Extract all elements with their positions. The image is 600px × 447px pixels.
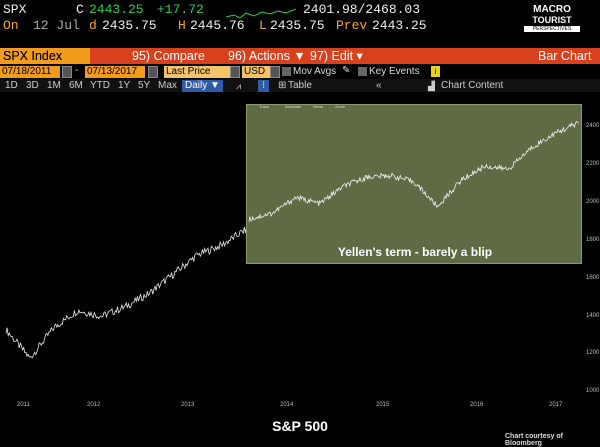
y-tick-label: 1600 <box>586 275 600 281</box>
low-label: L <box>259 18 267 33</box>
date-separator-icon: - <box>75 65 79 76</box>
y-tick-label: 2000 <box>586 199 600 205</box>
info-icon[interactable]: i <box>431 66 440 77</box>
actions-menu-text[interactable]: 96) Actions ▼ <box>228 49 306 63</box>
inset-tool-track[interactable]: Track <box>259 104 269 109</box>
security-text: SPX Index <box>3 49 63 63</box>
x-tick-label: 2011 <box>17 402 30 408</box>
timeframe-ytd[interactable]: YTD <box>90 80 110 91</box>
ticker-type: C <box>76 2 84 17</box>
y-tick-label: 2400 <box>586 123 600 129</box>
chart-title: S&P 500 <box>272 418 328 434</box>
chart-credit: Chart courtesy of Bloomberg <box>505 433 563 447</box>
start-date-field[interactable]: 07/18/2011 <box>0 66 60 78</box>
inset-panel: Track Annotate News Zoom Yellen's term -… <box>246 104 582 264</box>
chart-content-icon: ▟ <box>428 81 435 91</box>
x-tick-label: 2013 <box>181 402 195 408</box>
chart-type-label[interactable]: Bar Chart <box>538 49 592 63</box>
mov-avgs-checkbox[interactable] <box>282 67 291 76</box>
chevron-down-icon[interactable] <box>270 66 280 78</box>
collapse-icon[interactable]: « <box>376 80 382 91</box>
chart-content-button[interactable]: Chart Content <box>441 80 504 91</box>
frequency-select[interactable]: Daily ▼ <box>182 80 223 92</box>
line-chart-icon[interactable]: ⩘ <box>236 81 242 91</box>
inset-chart <box>248 120 580 222</box>
chevron-down-icon[interactable] <box>230 66 240 78</box>
table-button[interactable]: Table <box>288 80 312 91</box>
sparkline-icon <box>226 8 296 19</box>
mov-avgs-label[interactable]: Mov Avgs <box>293 66 337 77</box>
end-date-field[interactable]: 07/13/2017 <box>85 66 145 78</box>
security-field[interactable] <box>0 48 90 64</box>
high-price: 2445.76 <box>190 18 245 33</box>
calendar-icon[interactable] <box>62 66 72 78</box>
inset-tool-news[interactable]: News <box>313 104 324 109</box>
low-price: 2435.75 <box>270 18 325 33</box>
timeframe-3d[interactable]: 3D <box>26 80 39 91</box>
chart-style-icon[interactable]: ⁝ <box>258 80 270 92</box>
prev-price: 2443.25 <box>372 18 427 33</box>
x-tick-label: 2017 <box>549 402 563 408</box>
high-label: H <box>178 18 186 33</box>
timeframe-1y[interactable]: 1Y <box>118 80 131 91</box>
timeframe-bar <box>0 79 600 92</box>
price-change: +17.72 <box>157 2 204 17</box>
x-tick-label: 2012 <box>87 402 101 408</box>
timeframe-1d[interactable]: 1D <box>5 80 18 91</box>
day-range: 2401.98/2468.03 <box>303 2 421 17</box>
timeframe-1m[interactable]: 1M <box>47 80 61 91</box>
edit-menu-text[interactable]: 97) Edit ▾ <box>310 49 363 63</box>
timeframe-5y[interactable]: 5Y <box>138 80 151 91</box>
table-icon[interactable]: ⊞ <box>278 80 287 91</box>
x-tick-label: 2014 <box>280 402 294 408</box>
inset-price-line <box>248 120 580 222</box>
inset-series-line <box>248 120 580 222</box>
ticker-symbol: SPX <box>3 2 27 17</box>
y-tick-label: 1400 <box>586 313 600 319</box>
compare-button-text[interactable]: 95) Compare <box>132 49 205 63</box>
macro-tourist-logo: MACRO TOURIST PERSPECTIVES <box>516 4 588 38</box>
timeframe-6m[interactable]: 6M <box>69 80 83 91</box>
inset-tool-annotate[interactable]: Annotate <box>285 104 302 109</box>
y-tick-label: 1200 <box>586 350 600 356</box>
d-label: d <box>89 18 97 33</box>
pencil-icon[interactable]: ✎ <box>342 65 351 76</box>
y-tick-label: 2200 <box>586 161 600 167</box>
on-label: On <box>3 18 19 33</box>
key-events-label[interactable]: Key Events <box>369 66 420 77</box>
prev-label: Prev <box>336 18 368 33</box>
x-tick-label: 2015 <box>376 402 390 408</box>
inset-tool-zoom[interactable]: Zoom <box>335 104 346 109</box>
toolbar-strip <box>90 48 600 64</box>
quote-date: 12 Jul <box>33 18 80 33</box>
ticker-header: SPX C 2443.25 +17.72 2401.98/2468.03 On … <box>0 0 600 34</box>
currency-select[interactable]: USD <box>242 66 272 78</box>
last-price: 2443.25 <box>89 2 144 17</box>
x-tick-label: 2016 <box>470 402 484 408</box>
y-tick-label: 1800 <box>586 237 600 243</box>
key-events-checkbox[interactable] <box>358 67 367 76</box>
timeframe-max[interactable]: Max <box>158 80 177 91</box>
open-price: 2435.75 <box>102 18 157 33</box>
y-tick-label: 1000 <box>586 388 600 394</box>
inset-caption: Yellen's term - barely a blip <box>337 245 493 259</box>
security-label: SPX Index <box>3 49 63 63</box>
price-field-select[interactable]: Last Price <box>164 66 232 78</box>
calendar-icon[interactable] <box>148 66 158 78</box>
